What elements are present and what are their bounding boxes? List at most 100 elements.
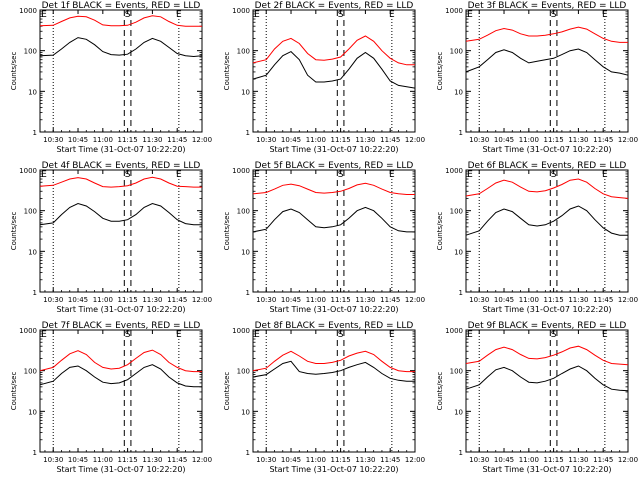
marker-label: E bbox=[176, 170, 182, 180]
marker-label: S bbox=[338, 330, 344, 340]
x-tick-label: 12:00 bbox=[618, 296, 638, 304]
marker-label: E bbox=[467, 170, 473, 180]
events-series-line bbox=[465, 365, 629, 392]
x-axis-label: Start Time (31-Oct-07 10:22:20) bbox=[482, 305, 611, 314]
x-tick-label: 11:45 bbox=[380, 296, 400, 304]
y-tick-label: 100 bbox=[237, 48, 250, 56]
chart-title: Det 5f BLACK = Events, RED = LLD bbox=[255, 161, 414, 171]
x-tick-label: 12:00 bbox=[405, 456, 425, 464]
lld-series-line bbox=[39, 15, 202, 27]
chart-title: Det 2f BLACK = Events, RED = LLD bbox=[255, 1, 414, 11]
x-tick-label: 10:30 bbox=[256, 456, 276, 464]
marker-label: E bbox=[389, 170, 395, 180]
y-tick-label: 10 bbox=[28, 408, 37, 416]
y-tick-label: 1000 bbox=[19, 7, 37, 15]
chart-title: Det 6f BLACK = Events, RED = LLD bbox=[468, 161, 627, 171]
y-tick-label: 10 bbox=[241, 248, 250, 256]
x-tick-label: 12:00 bbox=[618, 456, 638, 464]
chart-title: Det 8f BLACK = Events, RED = LLD bbox=[255, 321, 414, 331]
y-tick-label: 10 bbox=[454, 88, 463, 96]
events-series-line bbox=[39, 364, 202, 388]
lld-series-line bbox=[465, 26, 628, 43]
x-tick-label: 11:15 bbox=[331, 296, 351, 304]
lld-series-line bbox=[252, 350, 415, 373]
y-tick-label: 100 bbox=[24, 208, 37, 216]
marker-label: S bbox=[551, 10, 557, 20]
x-tick-label: 11:30 bbox=[355, 296, 375, 304]
marker-label: S bbox=[551, 170, 557, 180]
y-axis-label: Counts/sec bbox=[436, 52, 444, 91]
y-tick-label: 1 bbox=[459, 449, 463, 457]
plot-frame bbox=[39, 169, 203, 293]
y-tick-label: 1000 bbox=[445, 167, 463, 175]
events-series-line bbox=[465, 205, 628, 236]
y-tick-label: 100 bbox=[450, 48, 463, 56]
x-tick-label: 11:00 bbox=[519, 296, 539, 304]
marker-label: E bbox=[41, 170, 47, 180]
plot-frame bbox=[39, 329, 203, 453]
plot-frame bbox=[465, 9, 629, 133]
x-tick-label: 11:30 bbox=[355, 456, 375, 464]
x-tick-label: 12:00 bbox=[192, 296, 212, 304]
x-tick-label: 11:00 bbox=[93, 456, 113, 464]
lld-series-line bbox=[39, 176, 202, 188]
x-tick-label: 11:30 bbox=[142, 136, 162, 144]
y-tick-label: 1000 bbox=[232, 167, 250, 175]
y-tick-label: 10 bbox=[454, 248, 463, 256]
x-tick-label: 11:00 bbox=[306, 296, 326, 304]
x-tick-label: 11:00 bbox=[93, 136, 113, 144]
y-axis-label: Counts/sec bbox=[436, 372, 444, 411]
y-tick-label: 1 bbox=[33, 449, 37, 457]
x-tick-label: 12:00 bbox=[405, 136, 425, 144]
events-series-line bbox=[39, 37, 203, 58]
y-tick-label: 100 bbox=[237, 368, 250, 376]
x-tick-label: 10:45 bbox=[281, 456, 301, 464]
x-tick-label: 10:45 bbox=[68, 136, 88, 144]
y-tick-label: 100 bbox=[450, 368, 463, 376]
marker-label: S bbox=[125, 170, 131, 180]
x-tick-label: 11:30 bbox=[355, 136, 375, 144]
y-tick-label: 1000 bbox=[445, 327, 463, 335]
marker-label: E bbox=[389, 10, 395, 20]
x-tick-label: 10:30 bbox=[469, 456, 489, 464]
plot-frame bbox=[465, 329, 629, 453]
y-axis-label: Counts/sec bbox=[223, 212, 231, 251]
x-tick-label: 12:00 bbox=[192, 456, 212, 464]
x-tick-label: 11:45 bbox=[593, 296, 613, 304]
x-tick-label: 10:30 bbox=[469, 296, 489, 304]
x-axis-label: Start Time (31-Oct-07 10:22:20) bbox=[482, 145, 611, 154]
x-tick-label: 12:00 bbox=[192, 136, 212, 144]
x-tick-label: 11:15 bbox=[544, 296, 564, 304]
x-tick-label: 10:45 bbox=[68, 456, 88, 464]
x-tick-label: 11:00 bbox=[519, 456, 539, 464]
plot-frame bbox=[252, 9, 416, 133]
y-axis-label: Counts/sec bbox=[10, 212, 18, 251]
x-tick-label: 11:15 bbox=[331, 136, 351, 144]
y-tick-label: 1000 bbox=[19, 327, 37, 335]
marker-label: E bbox=[41, 10, 47, 20]
x-tick-label: 11:30 bbox=[568, 456, 588, 464]
y-tick-label: 10 bbox=[28, 248, 37, 256]
y-tick-label: 1 bbox=[33, 289, 37, 297]
lld-series-line bbox=[39, 349, 202, 373]
lld-series-line bbox=[465, 345, 629, 366]
x-tick-label: 10:45 bbox=[281, 136, 301, 144]
x-axis-label: Start Time (31-Oct-07 10:22:20) bbox=[269, 465, 398, 474]
y-tick-label: 10 bbox=[241, 408, 250, 416]
events-series-line bbox=[252, 50, 416, 89]
chart-title: Det 1f BLACK = Events, RED = LLD bbox=[42, 1, 201, 11]
events-series-line bbox=[39, 202, 202, 226]
y-tick-label: 1000 bbox=[445, 7, 463, 15]
y-tick-label: 100 bbox=[237, 208, 250, 216]
x-tick-label: 10:30 bbox=[469, 136, 489, 144]
x-axis-label: Start Time (31-Oct-07 10:22:20) bbox=[269, 305, 398, 314]
x-tick-label: 11:15 bbox=[544, 136, 564, 144]
x-tick-label: 11:15 bbox=[118, 136, 138, 144]
y-tick-label: 1 bbox=[459, 129, 463, 137]
y-axis-label: Counts/sec bbox=[10, 52, 18, 91]
marker-label: E bbox=[41, 330, 47, 340]
